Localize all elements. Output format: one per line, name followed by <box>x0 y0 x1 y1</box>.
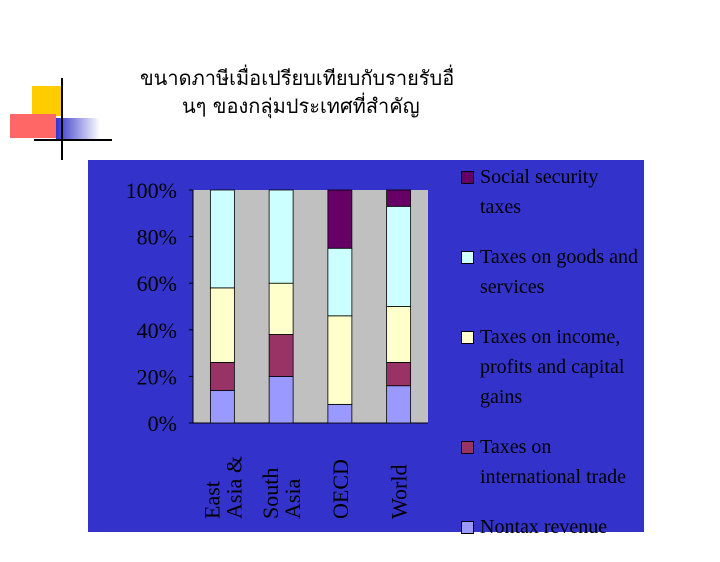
y-tick-label: 20% <box>137 364 177 389</box>
bar-segment <box>386 189 412 207</box>
bar-segment <box>268 282 294 335</box>
x-tick-label: World <box>387 465 412 519</box>
deco-red <box>10 114 56 138</box>
bar-segment <box>209 362 235 391</box>
bar-segment <box>386 205 412 307</box>
y-tick-label: 80% <box>137 225 177 250</box>
bar-segment <box>268 189 294 284</box>
bar-segment <box>386 385 412 424</box>
bar-segment <box>386 362 412 387</box>
bar-segment <box>209 189 235 289</box>
legend-item: Nontax revenue <box>458 512 644 542</box>
bar-segment <box>327 247 353 317</box>
legend-swatch <box>461 331 474 344</box>
x-tick-label: OECD <box>328 459 353 519</box>
title-line: นๆ ของกลุ่มประเทศที่สำคัญ <box>182 94 420 118</box>
legend-swatch <box>461 171 474 184</box>
legend-item: Social security taxes <box>458 162 644 222</box>
legend-label: Nontax revenue <box>480 516 608 538</box>
legend-item: Taxes on international trade <box>458 432 644 492</box>
legend-label: Social security taxes <box>480 166 599 218</box>
legend-swatch <box>461 251 474 264</box>
bar-segment <box>268 334 294 377</box>
bar-segment <box>386 306 412 363</box>
title: ขนาดภาษีเมื่อเปรียบเทียบกับรายรับอื่ นๆ … <box>140 64 454 120</box>
deco-blue <box>56 118 100 140</box>
legend: Social security taxes Taxes on goods and … <box>458 162 644 562</box>
legend-label: Taxes on international trade <box>480 436 627 488</box>
legend-swatch <box>461 521 474 534</box>
legend-swatch <box>461 441 474 454</box>
bar-segment <box>209 287 235 363</box>
chart: 0% 20% 40% 60% 80% 100% East Asia & South Asia O… <box>10 78 644 532</box>
bar-segment <box>268 375 294 424</box>
y-tick-label: 40% <box>137 318 177 343</box>
bar-segment <box>327 315 353 405</box>
legend-label: Taxes on goods and services <box>480 246 639 298</box>
y-tick-label: 60% <box>137 271 177 296</box>
legend-item: Taxes on goods and services <box>458 242 644 302</box>
x-tick-label: South Asia <box>258 462 305 519</box>
deco-square <box>32 86 62 116</box>
legend-item: Taxes on income, profits and capital gai… <box>458 322 644 412</box>
bar-segment <box>209 389 235 424</box>
slide: 0% 20% 40% 60% 80% 100% East Asia & South Asia O… <box>10 64 644 538</box>
x-tick-label: East Asia & <box>199 456 246 519</box>
title-line: ขนาดภาษีเมื่อเปรียบเทียบกับรายรับอื่ <box>140 66 455 90</box>
y-tick-label: 100% <box>126 178 177 203</box>
legend-label: Taxes on income, profits and capital gai… <box>480 326 625 408</box>
y-tick-label: 0% <box>148 411 177 436</box>
bar-segment <box>327 403 353 424</box>
bar-segment <box>327 189 353 249</box>
